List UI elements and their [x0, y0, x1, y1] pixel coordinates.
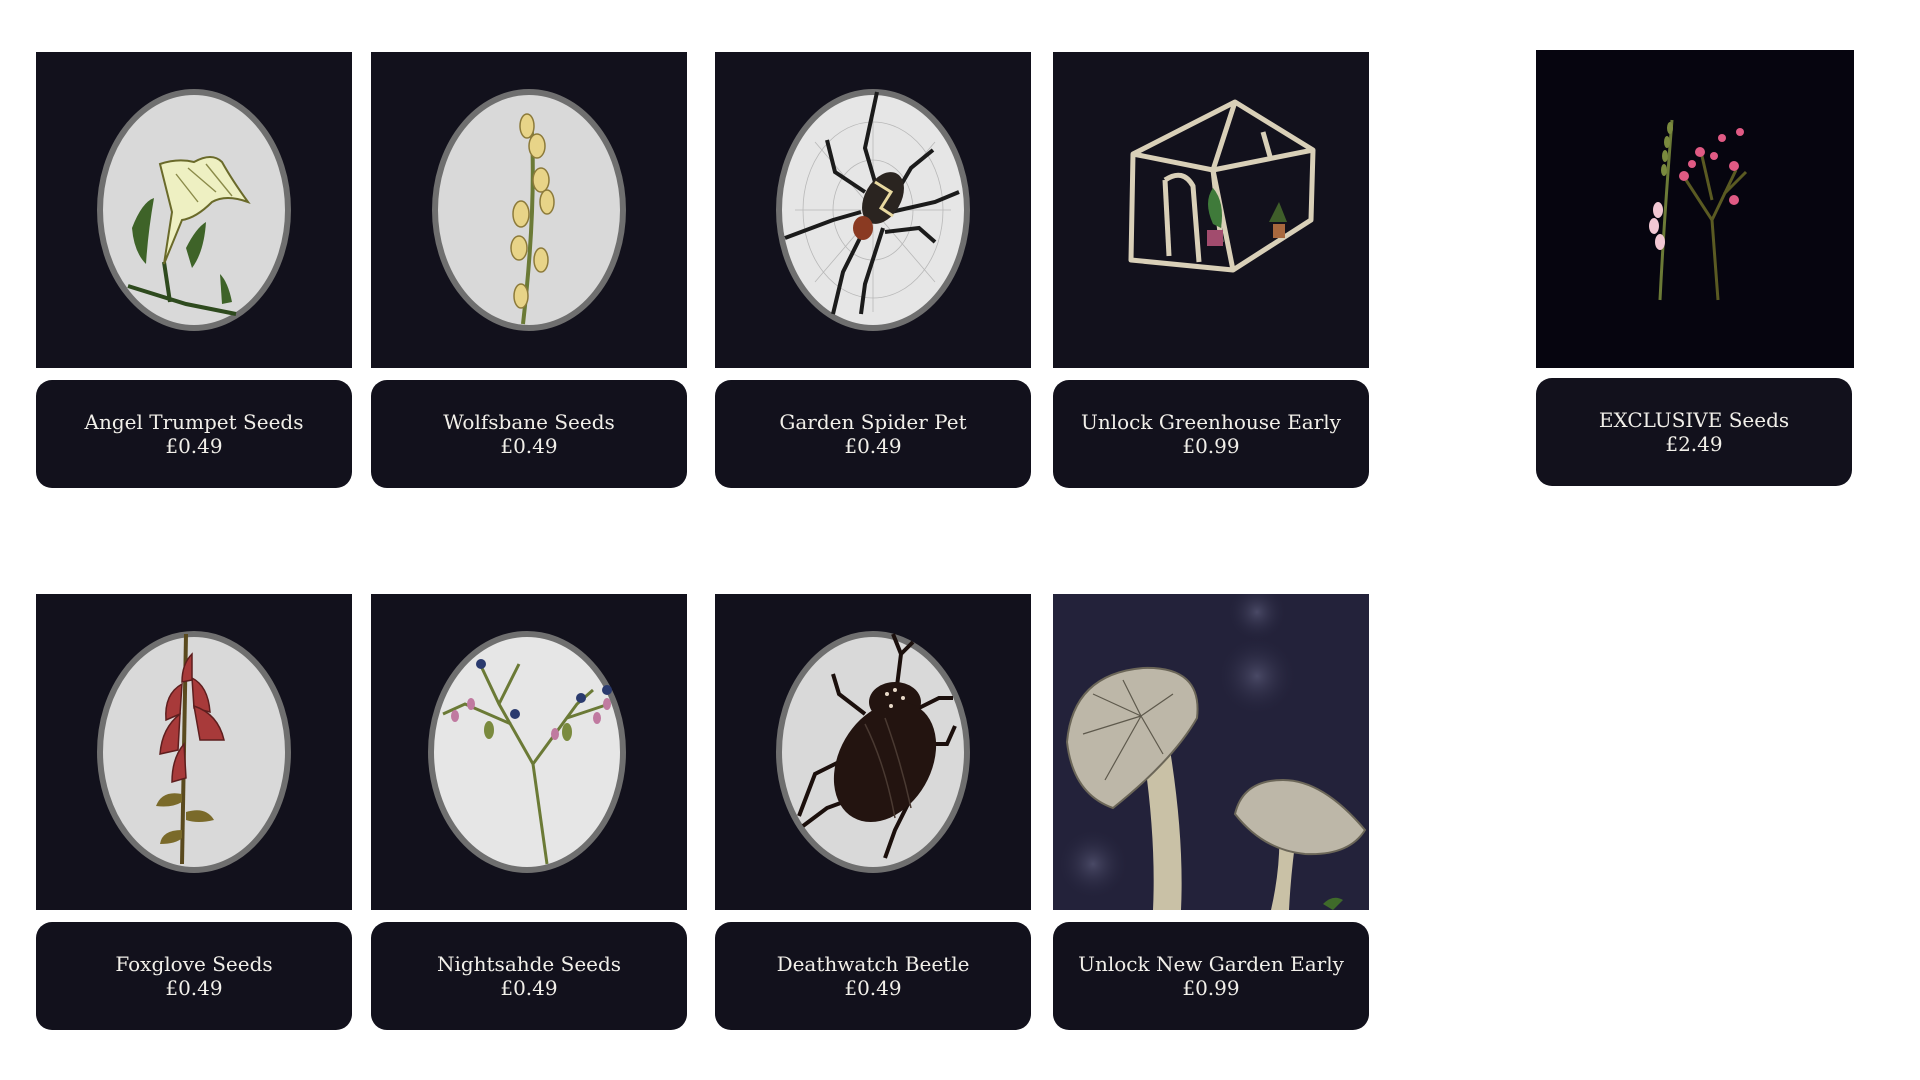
nightshade-buy-card[interactable]: Nightsahde Seeds £0.49	[371, 922, 687, 1030]
greenhouse-image	[1053, 52, 1369, 368]
item-name: Angel Trumpet Seeds	[84, 410, 304, 434]
wolfsbane-image	[371, 52, 687, 368]
wolfsbane-buy-card[interactable]: Wolfsbane Seeds £0.49	[371, 380, 687, 488]
greenhouse-buy-card[interactable]: Unlock Greenhouse Early £0.99	[1053, 380, 1369, 488]
angel-trumpet-image	[36, 52, 352, 368]
deathwatch-beetle-image	[715, 594, 1031, 910]
item-name: Unlock Greenhouse Early	[1081, 410, 1341, 434]
garden-spider-image	[715, 52, 1031, 368]
item-price: £0.49	[500, 434, 558, 458]
item-price: £0.99	[1182, 434, 1240, 458]
mushroom-garden-image	[1053, 594, 1369, 910]
item-name: Deathwatch Beetle	[776, 952, 970, 976]
item-name: EXCLUSIVE Seeds	[1598, 408, 1790, 432]
new-garden-buy-card[interactable]: Unlock New Garden Early £0.99	[1053, 922, 1369, 1030]
angel-trumpet-buy-card[interactable]: Angel Trumpet Seeds £0.49	[36, 380, 352, 488]
item-name: Foxglove Seeds	[115, 952, 273, 976]
foxglove-buy-card[interactable]: Foxglove Seeds £0.49	[36, 922, 352, 1030]
item-name: Unlock New Garden Early	[1078, 952, 1344, 976]
foxglove-image	[36, 594, 352, 910]
item-name: Wolfsbane Seeds	[443, 410, 615, 434]
garden-spider-buy-card[interactable]: Garden Spider Pet £0.49	[715, 380, 1031, 488]
item-name: Garden Spider Pet	[779, 410, 967, 434]
nightshade-image	[371, 594, 687, 910]
item-price: £0.49	[165, 434, 223, 458]
deathwatch-beetle-buy-card[interactable]: Deathwatch Beetle £0.49	[715, 922, 1031, 1030]
item-price: £0.99	[1182, 976, 1240, 1000]
item-name: Nightsahde Seeds	[436, 952, 622, 976]
item-price: £0.49	[844, 976, 902, 1000]
exclusive-seeds-image	[1536, 50, 1854, 368]
exclusive-seeds-buy-card[interactable]: EXCLUSIVE Seeds £2.49	[1536, 378, 1852, 486]
item-price: £2.49	[1665, 432, 1723, 456]
item-price: £0.49	[844, 434, 902, 458]
item-price: £0.49	[500, 976, 558, 1000]
item-price: £0.49	[165, 976, 223, 1000]
